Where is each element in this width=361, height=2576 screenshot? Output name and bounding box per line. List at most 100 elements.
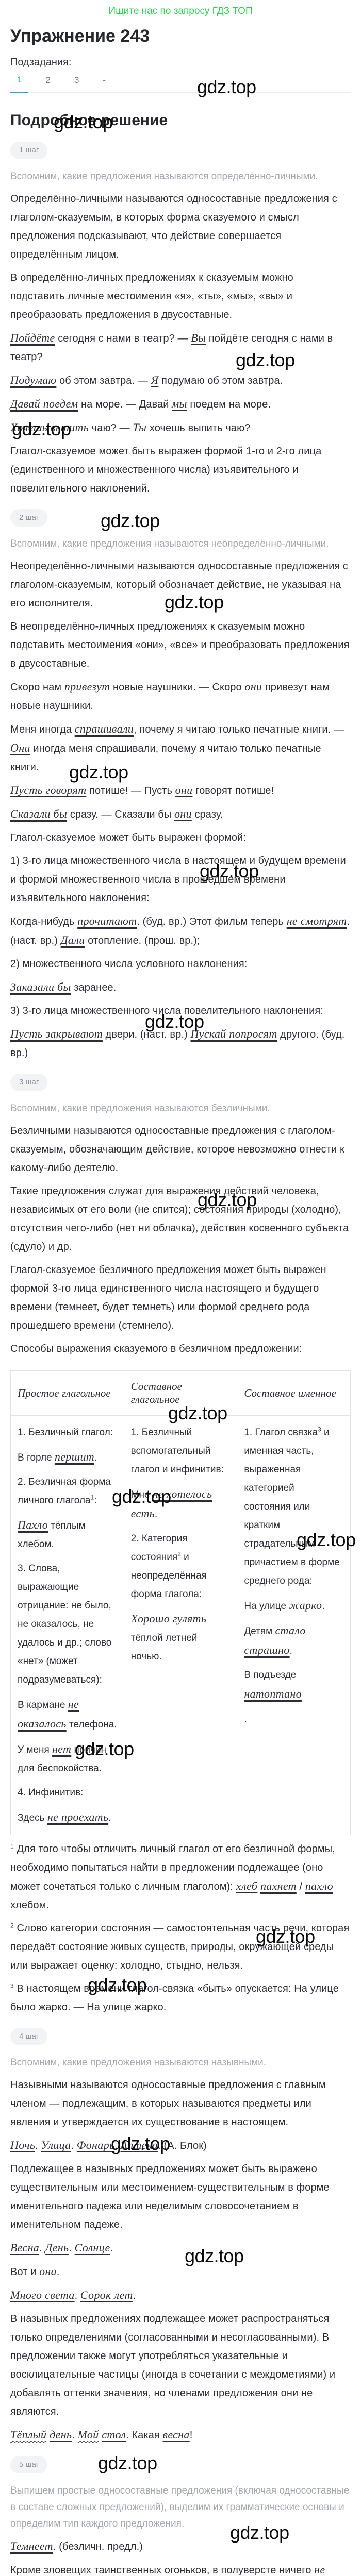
predicate-word: не проехать <box>47 1810 109 1823</box>
text-run: Глагол-сказуемое безличного предложения … <box>10 1264 326 1331</box>
cell-paragraph: У меня нет причин для беспокойства. <box>18 1740 117 1778</box>
subject-word: она <box>39 2265 57 2278</box>
subject-word: мы <box>172 397 187 410</box>
table-cell: 1. Глагол связка3 и именная часть, выраж… <box>237 1415 351 1835</box>
subtask-tabs: 1 2 3 - <box>10 75 351 93</box>
text-run: . <box>94 1452 97 1463</box>
paragraph: В определённо-личных предложениях к сказ… <box>10 268 351 324</box>
paragraph: Меня иногда спрашивали, почему я читаю т… <box>10 720 351 776</box>
predicate-word: спрашивали <box>74 722 134 735</box>
step-badge: 2 шаг <box>10 509 48 527</box>
paragraph: Безличными называются односоставные пред… <box>10 1122 351 1177</box>
text-run: В кармане <box>18 1700 68 1710</box>
paragraph: Определённо-личными называются однососта… <box>10 190 351 264</box>
footnote-ref: 3 <box>10 1982 14 1990</box>
paragraph: Сказали бы сразу. — Сказали бы они сразу… <box>10 805 351 824</box>
hint-text: Вспомним, какие предложения называются о… <box>10 171 318 182</box>
cell-paragraph: Детям стало страшно. <box>244 1621 343 1660</box>
predicate-word: привезут <box>64 680 110 693</box>
text-run: Вот и <box>10 2266 40 2278</box>
text-run: Глагол-сказуемое может быть выражен форм… <box>10 832 246 843</box>
predicate-word: Пахло <box>18 1518 48 1531</box>
gdz-watermark: gdz.top <box>69 761 128 783</box>
text-run: 1. Безличный вспомогательный глагол и ин… <box>130 1427 224 1475</box>
gdz-watermark: gdz.top <box>111 2133 170 2154</box>
predicate-word: не оказалось <box>18 1698 79 1730</box>
paragraph: В назывных предложениях подлежащее может… <box>10 2310 351 2421</box>
cell-paragraph: Здесь не проехать. <box>18 1808 117 1827</box>
predicate-word: нет <box>52 1742 72 1755</box>
gdz-watermark: gdz.top <box>98 2452 157 2473</box>
paragraph: Назывными называются односоставные предл… <box>10 2076 351 2131</box>
text-run: . <box>108 1812 111 1823</box>
text-run: У меня <box>18 1744 53 1755</box>
subject-word: День <box>45 2241 69 2254</box>
text-run: на море. — Давай <box>78 399 172 410</box>
gdz-watermark: gdz.top <box>197 76 256 97</box>
text-run: . (буд. вр.) Этот фильм теперь <box>137 916 287 927</box>
text-run: . <box>35 2140 41 2151</box>
subject-word: Ты <box>133 421 147 434</box>
text-run: . (безличн. предл.) <box>53 2541 143 2552</box>
paragraph: Когда-нибудь прочитают. (буд. вр.) Этот … <box>10 912 351 950</box>
text-run: На улице <box>244 1601 289 1612</box>
paragraph: Глагол-сказуемое может быть выражен форм… <box>10 442 351 498</box>
attribute-word: Мой <box>77 2428 99 2441</box>
gdz-watermark: gdz.top <box>200 860 259 882</box>
gdz-watermark: gdz.top <box>101 510 160 531</box>
cell-paragraph: 4. Инфинитив: <box>18 1784 117 1802</box>
predicate-word: не хотелось есть <box>130 1487 212 1520</box>
subject-word: день <box>49 2428 72 2441</box>
step-badge: 5 шаг <box>10 2456 48 2473</box>
text-run: Слово категории состояния — самостоятель… <box>10 1923 350 1971</box>
text-run: 1. Безличный глагол: <box>18 1427 113 1438</box>
text-run: Кроме зловещих таинственных огоньков, в … <box>10 2565 315 2576</box>
cell-paragraph: 2. Безличная форма личного глагола1: <box>18 1473 117 1510</box>
subject-word: они <box>174 807 192 820</box>
text-run: другого. (буд. вр.) <box>10 1029 345 1059</box>
gdz-watermark: gdz.top <box>185 2245 244 2266</box>
cell-paragraph: В горле першит. <box>18 1448 117 1467</box>
subject-word: Я <box>151 374 159 386</box>
paragraph: Заказали бы заранее. <box>10 978 351 997</box>
paragraph: Глагол-сказуемое безличного предложения … <box>10 1261 351 1335</box>
tab-1[interactable]: 1 <box>10 75 29 93</box>
text-run: 4. Инфинитив: <box>18 1787 84 1798</box>
text-run: и неопределённая форма глагола: <box>130 1552 207 1600</box>
text-run: . <box>71 2140 77 2151</box>
text-run: Безличными называются односоставные пред… <box>10 1125 344 1174</box>
table-cell: 1. Безличный глагол: В горле першит. 2. Бе… <box>10 1415 124 1835</box>
paragraph: Тёплый день. Мой стол. Какая весна! <box>10 2426 351 2445</box>
text-run: . <box>74 2290 80 2301</box>
cell-paragraph: Мне не хотелось есть. <box>131 1485 231 1524</box>
text-run: В неопределённо-личных предложениях к ск… <box>10 621 350 669</box>
paragraph: Глагол-сказуемое может быть выражен форм… <box>10 828 351 847</box>
solution-heading: Подробное решение <box>10 112 168 129</box>
page-title: Упражнение 243 <box>10 26 150 46</box>
tab-dash[interactable]: - <box>103 75 106 85</box>
hint-text: Вспомним, какие предложения называются н… <box>10 538 329 549</box>
paragraph: Кроме зловещих таинственных огоньков, в … <box>10 2561 351 2576</box>
predicate-word: не смотрят <box>286 914 347 927</box>
gdz-watermark: gdz.top <box>145 1011 204 1032</box>
subject-word: они <box>244 680 262 693</box>
tab-3[interactable]: 3 <box>74 75 79 85</box>
paragraph: Много света. Сорок лет. <box>10 2286 351 2305</box>
cell-paragraph: В подъезде натоптано <box>244 1666 343 1704</box>
text-run: В определённо-личных предложениях к сказ… <box>10 272 293 320</box>
text-run: привезут нам новые наушники. <box>10 682 330 711</box>
text-run: и именная часть, выраженная категорией с… <box>244 1427 340 1586</box>
step-badge: 3 шаг <box>10 1074 48 1091</box>
text-run: : <box>94 1495 97 1506</box>
paragraph: Скоро нам привезут новые наушники. — Ско… <box>10 677 351 715</box>
cell-paragraph: 1. Глагол связка3 и именная часть, выраж… <box>244 1423 343 1590</box>
paragraph: Вот и она. <box>10 2262 351 2281</box>
gdz-watermark: gdz.top <box>112 1486 171 1507</box>
tab-2[interactable]: 2 <box>45 75 51 85</box>
text-run: 3) 3-го лица множественного числа повели… <box>10 1005 323 1016</box>
text-run: . <box>114 2140 121 2151</box>
text-run: Определённо-личными называются однососта… <box>10 193 337 260</box>
paragraph: Подумаю об этом завтра. — Я подумаю об э… <box>10 371 351 390</box>
gdz-watermark: gdz.top <box>168 1402 227 1423</box>
gdz-watermark: gdz.top <box>75 1738 134 1759</box>
